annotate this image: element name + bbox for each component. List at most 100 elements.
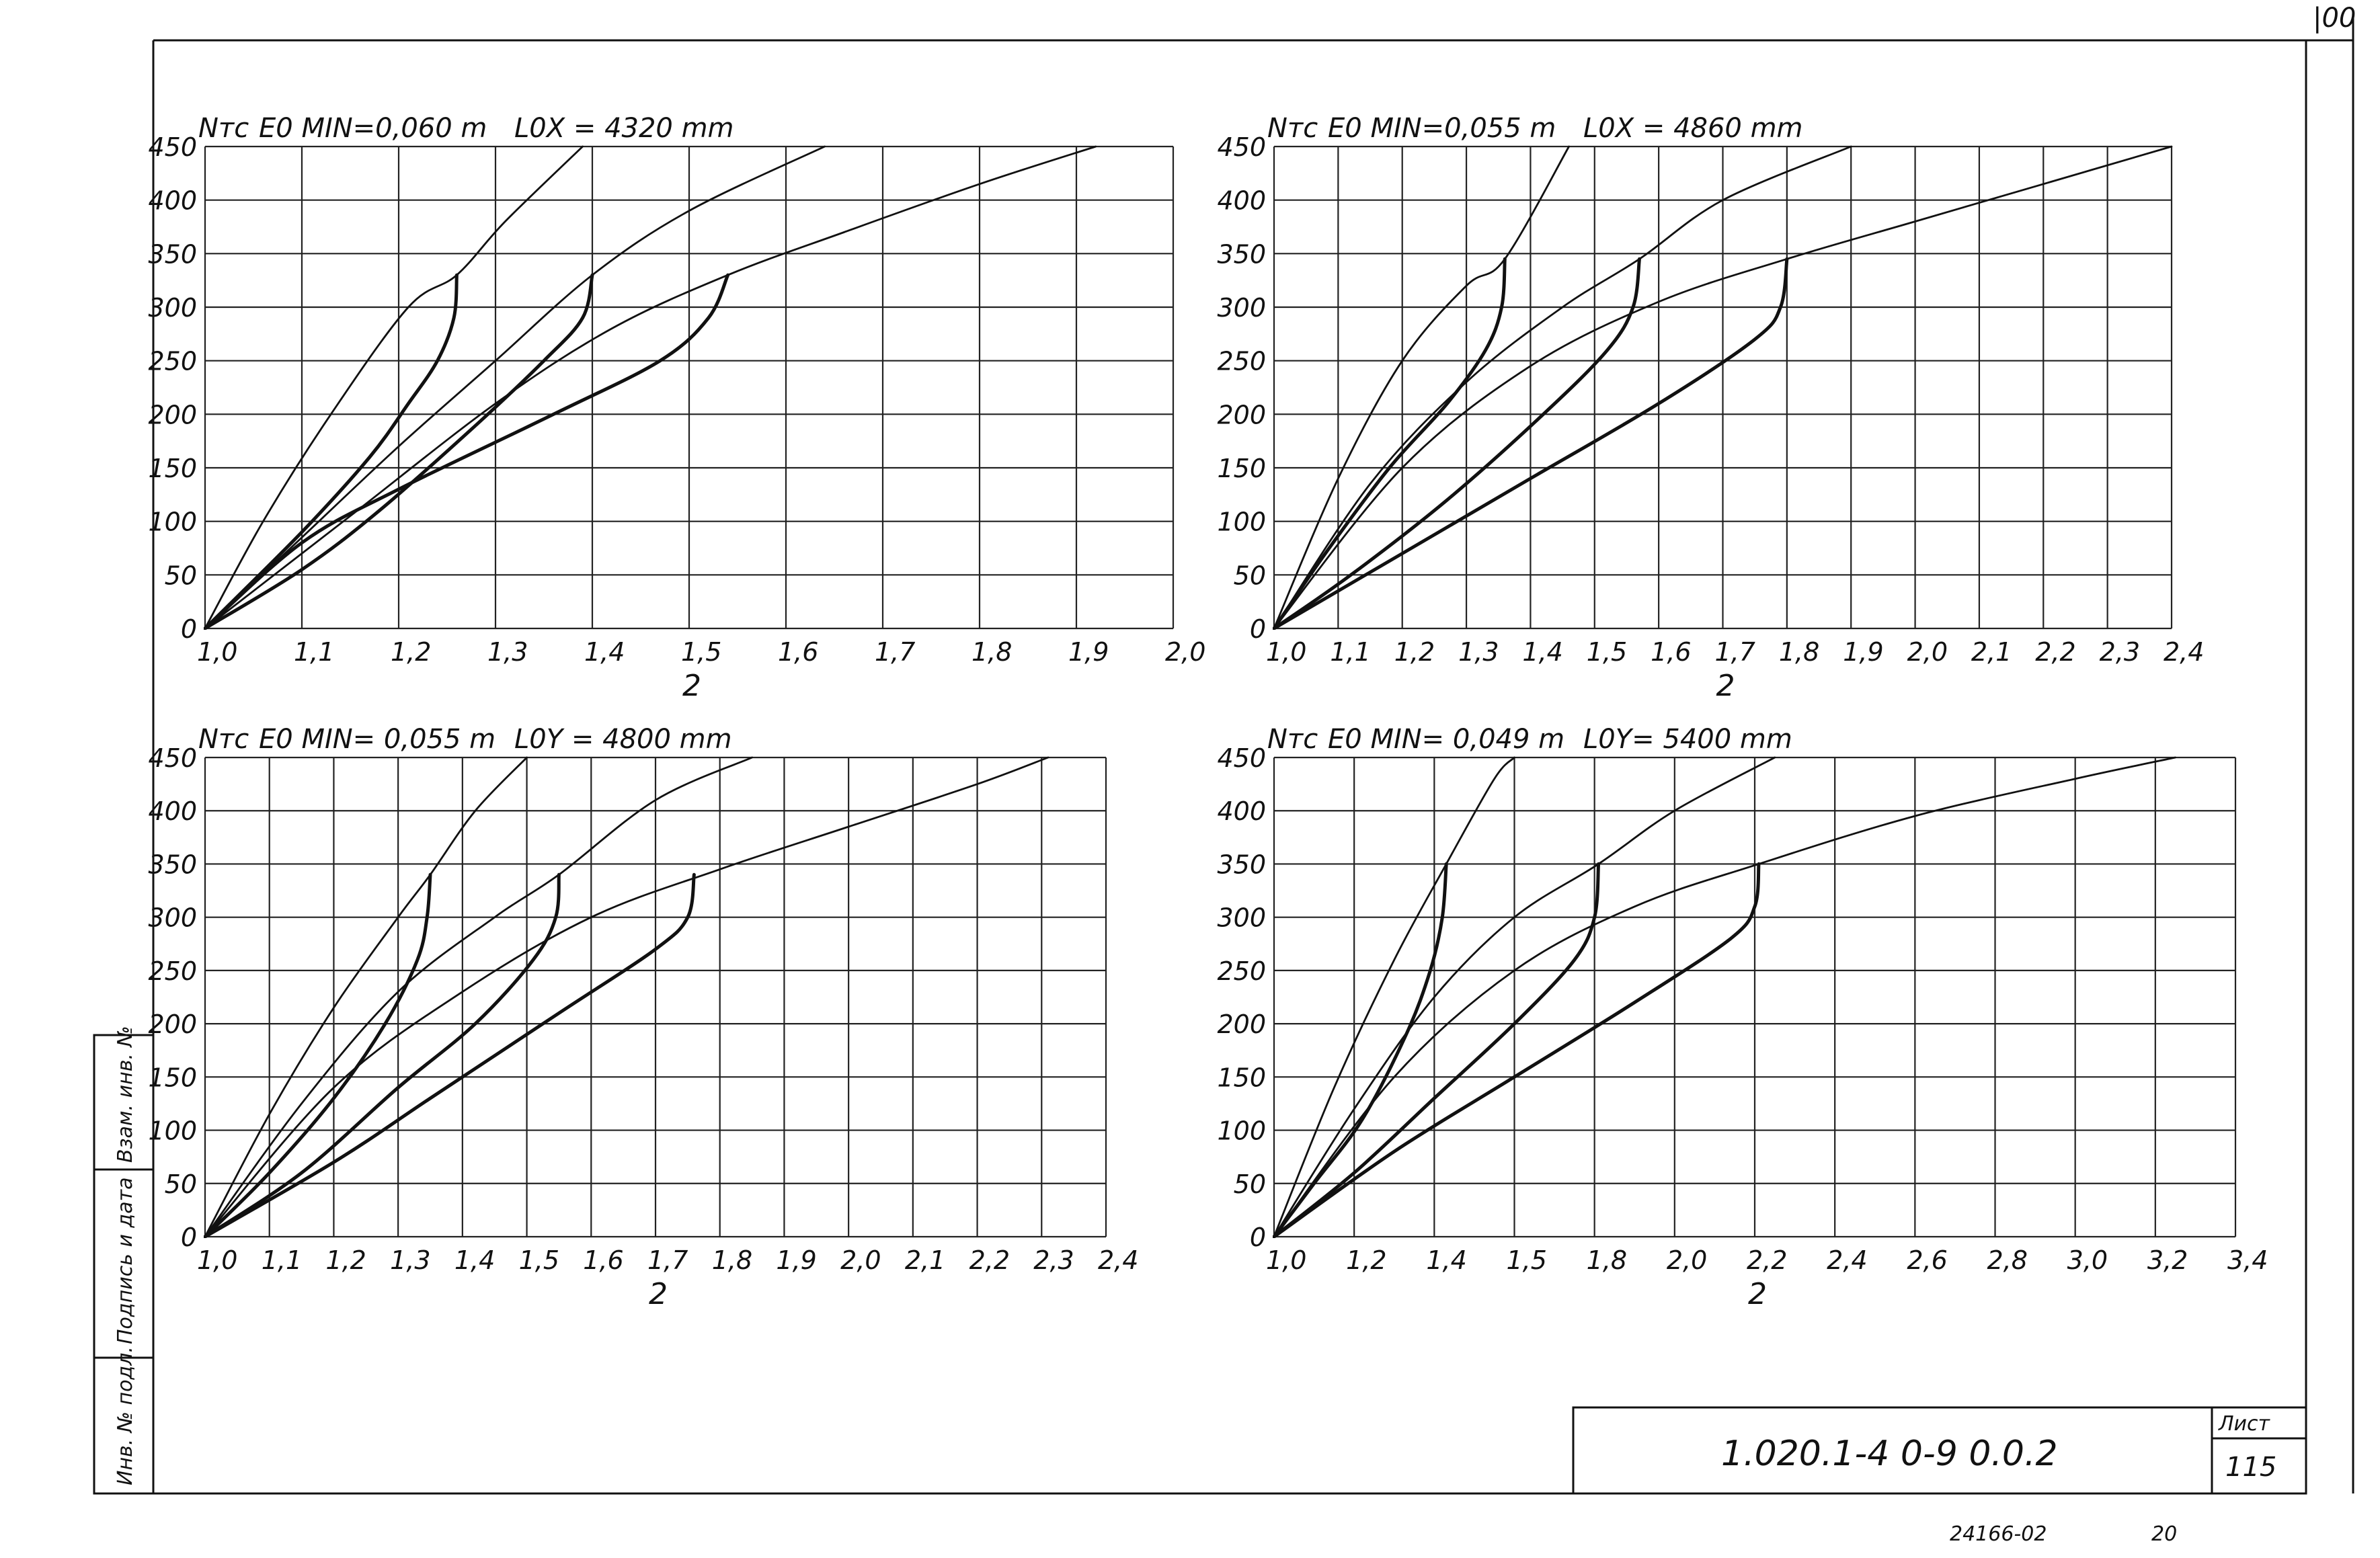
chart-panel-lox-4320: 1,0 1,1 1,2 1,3 1,4 1,5 1,6 1,7 1,8 1,9 2,0 0 50 100 1… [148, 113, 1205, 703]
y-tick-label: 300 [1217, 293, 1266, 323]
x-tick-label: 1,9 [776, 1245, 816, 1275]
x-tick-label: 2,1 [1971, 637, 2012, 667]
y-tick-label: 0 [181, 614, 197, 644]
y-tick-label: 50 [1234, 1170, 1266, 1199]
stamp-cell-replacement: Взам. инв. № [114, 1026, 137, 1163]
x-tick-label: 1,1 [262, 1245, 302, 1275]
x-tick-label: 1,0 [1266, 637, 1306, 667]
series-line-5 [1273, 257, 1789, 630]
x-tick-label: 3,0 [2067, 1245, 2108, 1275]
x-tick-label: 1,4 [1522, 637, 1562, 667]
chart-title-left: E0 MIN=0,060 m [259, 113, 487, 144]
y-tick-label: 100 [148, 507, 197, 537]
y-axis-label: Nтс [1267, 113, 1318, 144]
chart-title-right: L0Y = 4800 mm [514, 724, 732, 755]
stamp-cell-inv-number: Инв. № подл. [114, 1346, 137, 1485]
y-tick-label: 450 [1217, 132, 1266, 162]
y-tick-label: 300 [148, 903, 197, 933]
x-tick-label: 2,0 [1165, 637, 1205, 667]
list-label: Лист [2218, 1412, 2271, 1436]
series-line-1 [204, 872, 432, 1238]
x-tick-label: 1,9 [1843, 637, 1883, 667]
x-tick-label: 2,2 [2035, 637, 2075, 667]
y-tick-label: 100 [1217, 1116, 1266, 1146]
x-tick-label: 2,3 [2100, 637, 2140, 667]
x-tick-label: 2,4 [1827, 1245, 1867, 1275]
y-tick-label: 50 [165, 561, 197, 590]
y-axis-label: Nтс [1267, 724, 1318, 755]
x-tick-label: 1,0 [1266, 1245, 1306, 1275]
x-tick-label: 2,4 [2164, 637, 2204, 667]
chart-title-right: L0X = 4860 mm [1583, 113, 1803, 144]
series-line-0 [1273, 145, 1570, 630]
y-tick-label: 400 [1217, 186, 1266, 216]
x-axis-label: 2 [649, 1277, 668, 1311]
y-axis-label: Nтс [198, 113, 249, 144]
series-line-2 [204, 756, 753, 1238]
x-tick-label: 1,2 [325, 1245, 366, 1275]
x-tick-label: 1,8 [1779, 637, 1819, 667]
y-tick-label: 50 [165, 1170, 197, 1199]
x-tick-label: 1,6 [778, 637, 818, 667]
y-tick-label: 250 [1217, 956, 1266, 986]
x-tick-label: 1,0 [197, 1245, 237, 1275]
y-tick-label: 200 [148, 400, 197, 429]
y-tick-label: 450 [148, 743, 197, 773]
x-tick-label: 1,5 [1587, 637, 1627, 667]
series-line-3 [204, 273, 594, 630]
x-tick-label: 2,0 [840, 1245, 881, 1275]
sheet-frame [94, 13, 2354, 1495]
title-block [1572, 1406, 2307, 1495]
x-tick-label: 1,7 [1715, 637, 1755, 667]
y-tick-label: 250 [1217, 347, 1266, 376]
chart-panel-loy-4800: 1,0 1,1 1,2 1,3 1,4 1,5 1,6 1,7 1,8 1,9 2,0 2,1 2,2 2… [148, 724, 1138, 1311]
x-tick-label: 1,5 [681, 637, 721, 667]
series-line-4 [204, 145, 1097, 630]
y-tick-label: 50 [1234, 561, 1266, 590]
title-block-frame [1572, 1406, 2307, 1495]
chart-title-left: E0 MIN= 0,049 m [1328, 724, 1564, 755]
series-line-0 [204, 145, 584, 630]
x-tick-label: 1,4 [1426, 1245, 1466, 1275]
x-tick-label: 1,5 [519, 1245, 559, 1275]
y-tick-label: 300 [1217, 903, 1266, 933]
y-tick-label: 400 [1217, 796, 1266, 826]
y-tick-label: 0 [181, 1223, 197, 1252]
grid [1273, 756, 2237, 1238]
y-tick-label: 400 [148, 186, 197, 216]
x-tick-label: 2,3 [1033, 1245, 1074, 1275]
y-tick-label: 350 [148, 850, 197, 879]
x-tick-label: 3,2 [2147, 1245, 2188, 1275]
chart-title-right: L0Y= 5400 mm [1583, 724, 1792, 755]
y-tick-label: 0 [1250, 1223, 1266, 1252]
chart-title-left: E0 MIN=0,055 m [1328, 113, 1556, 144]
x-tick-label: 1,3 [1458, 637, 1499, 667]
x-tick-label: 1,0 [197, 637, 237, 667]
y-tick-label: 350 [148, 239, 197, 269]
x-tick-label: 1,8 [971, 637, 1012, 667]
left-stamp [93, 1034, 155, 1495]
x-tick-label: 2,2 [969, 1245, 1010, 1275]
stamp-cell-signature-date: Подпись и дата [114, 1178, 137, 1345]
y-tick-label: 350 [1217, 850, 1266, 879]
x-tick-label: 2,0 [1907, 637, 1948, 667]
x-tick-label: 1,7 [647, 1245, 688, 1275]
series-line-1 [1273, 257, 1507, 630]
x-tick-label: 1,2 [1346, 1245, 1386, 1275]
y-tick-label: 200 [148, 1010, 197, 1039]
series-line-3 [1273, 862, 1601, 1238]
x-tick-label: 2,0 [1667, 1245, 1707, 1275]
y-axis-label: Nтс [198, 724, 249, 755]
x-tick-label: 2,4 [1098, 1245, 1138, 1275]
archive-number: 24166-02 [1950, 1522, 2047, 1546]
x-axis-label: 2 [1716, 669, 1735, 703]
x-tick-label: 1,7 [875, 637, 915, 667]
y-tick-label: 150 [148, 1063, 197, 1092]
document-designation: 1.020.1-4 0-9 0.0.2 [1721, 1434, 2058, 1474]
y-tick-label: 150 [148, 454, 197, 483]
series-line-0 [1273, 756, 1515, 1238]
x-tick-label: 1,8 [1587, 1245, 1627, 1275]
x-tick-label: 2,1 [905, 1245, 945, 1275]
chart-title-right: L0X = 4320 mm [514, 113, 734, 144]
